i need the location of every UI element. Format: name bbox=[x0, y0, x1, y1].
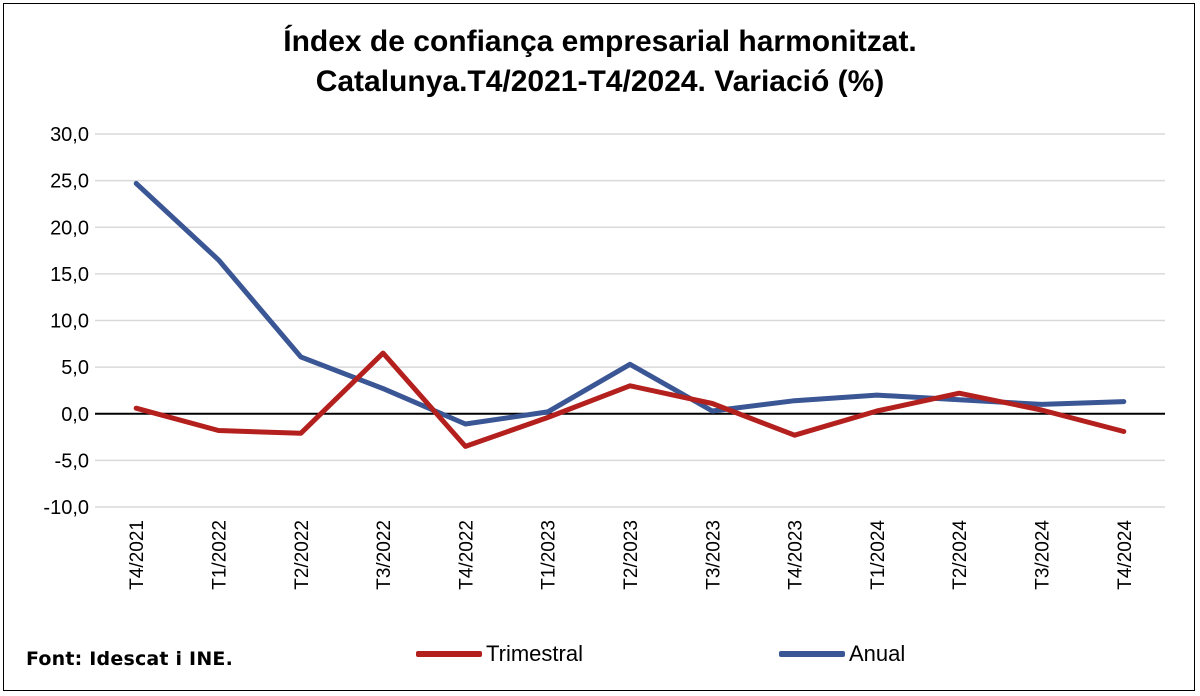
data-point-anual bbox=[298, 354, 303, 360]
x-tick-label: T1/2022 bbox=[209, 520, 230, 590]
x-tick-label: T3/2024 bbox=[1033, 520, 1054, 590]
data-point-anual bbox=[1121, 399, 1127, 404]
x-tick-label: T3/2022 bbox=[374, 520, 395, 590]
data-point-trimestral bbox=[627, 383, 633, 388]
x-tick-label: T3/2023 bbox=[703, 520, 724, 590]
data-point-trimestral bbox=[792, 432, 797, 438]
data-point-anual bbox=[957, 397, 962, 402]
x-tick-label: T1/2023 bbox=[539, 520, 560, 590]
data-point-anual bbox=[133, 181, 139, 186]
data-point-trimestral bbox=[298, 431, 303, 436]
data-point-trimestral bbox=[380, 350, 386, 356]
legend-item-trimestral: Trimestral bbox=[416, 636, 583, 672]
legend-swatch-anual bbox=[779, 651, 845, 657]
data-point-anual bbox=[1039, 402, 1044, 407]
data-point-anual bbox=[463, 421, 468, 427]
legend-swatch-trimestral bbox=[416, 651, 482, 657]
y-tick-label: 25,0 bbox=[50, 171, 89, 193]
chart-title-line-1: Índex de confiança empresarial harmonitz… bbox=[283, 25, 917, 58]
y-tick-label: 15,0 bbox=[50, 264, 89, 286]
data-point-anual bbox=[792, 398, 797, 403]
x-tick-label: T4/2021 bbox=[127, 520, 148, 590]
x-tick-label: T4/2024 bbox=[1115, 520, 1136, 590]
y-tick-label: -10,0 bbox=[43, 497, 89, 519]
data-point-anual bbox=[710, 408, 715, 414]
data-point-trimestral bbox=[133, 405, 139, 411]
y-tick-label: 30,0 bbox=[50, 124, 89, 146]
y-tick-label: 5,0 bbox=[61, 357, 89, 379]
y-tick-label: -5,0 bbox=[55, 450, 89, 472]
legend-label-anual: Anual bbox=[849, 641, 906, 666]
legend-label-trimestral: Trimestral bbox=[486, 641, 583, 666]
data-point-trimestral bbox=[710, 401, 715, 406]
data-point-trimestral bbox=[874, 408, 880, 414]
data-point-trimestral bbox=[216, 428, 221, 433]
x-tick-label: T1/2024 bbox=[868, 520, 889, 590]
data-point-trimestral bbox=[463, 444, 468, 449]
data-point-trimestral bbox=[1121, 429, 1127, 434]
chart-frame bbox=[3, 3, 1195, 691]
data-point-trimestral bbox=[1039, 407, 1044, 413]
y-tick-label: 0,0 bbox=[61, 404, 89, 426]
x-tick-label: T4/2022 bbox=[456, 520, 477, 590]
data-point-trimestral bbox=[957, 391, 962, 396]
data-point-anual bbox=[627, 362, 633, 367]
y-tick-label: 20,0 bbox=[50, 217, 89, 239]
data-point-anual bbox=[380, 386, 386, 391]
x-tick-label: T2/2024 bbox=[950, 520, 971, 590]
data-point-anual bbox=[545, 409, 550, 415]
source-note: Font: Idescat i INE. bbox=[26, 648, 234, 670]
x-tick-label: T2/2023 bbox=[621, 520, 642, 590]
data-point-anual bbox=[216, 257, 221, 263]
legend-item-anual: Anual bbox=[779, 636, 905, 672]
data-point-trimestral bbox=[545, 415, 550, 420]
data-point-anual bbox=[874, 392, 880, 398]
x-tick-label: T2/2022 bbox=[292, 520, 313, 590]
y-tick-label: 10,0 bbox=[50, 311, 89, 333]
x-tick-label: T4/2023 bbox=[786, 520, 807, 590]
chart-title: Índex de confiança empresarial harmonitz… bbox=[0, 22, 1200, 102]
chart-title-line-2: Catalunya.T4/2021-T4/2024. Variació (%) bbox=[315, 65, 885, 98]
